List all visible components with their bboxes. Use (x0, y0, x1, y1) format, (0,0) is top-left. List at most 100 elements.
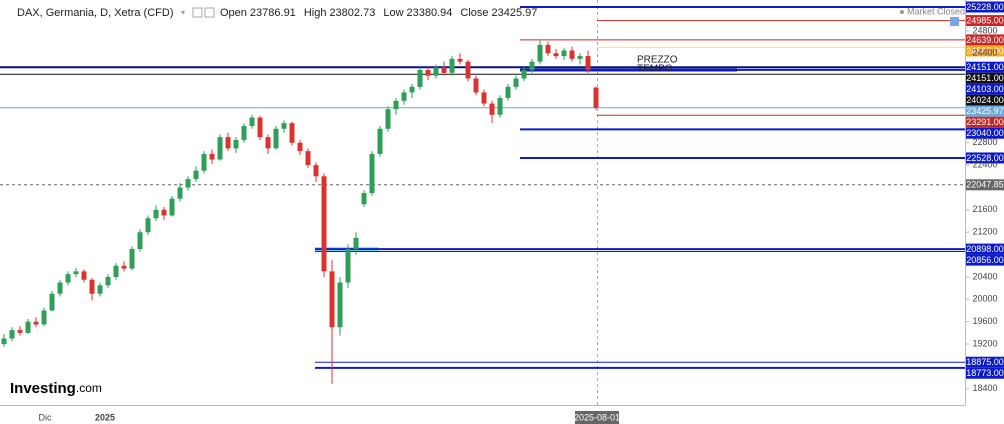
level-label-box (966, 367, 1004, 379)
y-tick-label: 24800 (972, 25, 997, 35)
candle-body (545, 44, 551, 54)
candle-body (265, 137, 271, 149)
candle-body (209, 153, 215, 160)
candle-body (393, 100, 399, 110)
level-label: 20898.00 (966, 244, 1004, 254)
candle-body (593, 87, 599, 108)
level-label: 24151.00 (966, 62, 1004, 72)
candle-body (329, 271, 335, 328)
candle-body (401, 92, 407, 101)
candle-body (9, 330, 15, 339)
y-tick-label: 20400 (972, 271, 997, 281)
level-label-box (966, 254, 1004, 266)
y-tick-label: 18400 (972, 383, 997, 393)
annotation: TEMPO (637, 64, 673, 75)
header-label: Low (383, 7, 403, 19)
chart-title: DAX, Germania, D, Xetra (CFD) (17, 7, 173, 19)
candle-body (505, 86, 511, 99)
level-label-box (966, 105, 1004, 117)
x-label: Dic (39, 412, 52, 422)
candle-body (361, 193, 367, 205)
candle-body (377, 128, 383, 154)
level-label: 24507.00 (966, 46, 1004, 56)
candle-body (257, 117, 263, 138)
candle-body (185, 179, 191, 188)
candle-body (289, 123, 295, 143)
header-value: 23786.91 (250, 7, 296, 19)
icon[interactable] (192, 7, 203, 18)
candle-body (585, 56, 591, 71)
level-label: 22047.85 (966, 180, 1004, 190)
candle-body (273, 128, 279, 149)
candle-body (17, 330, 23, 333)
candle-body (177, 187, 183, 199)
icon[interactable] (204, 7, 215, 18)
candle-body (41, 310, 47, 325)
level-label: 18773.00 (966, 368, 1004, 378)
y-tick-label: 19200 (972, 338, 997, 348)
candle-body (321, 176, 327, 272)
candle-body (33, 321, 39, 325)
candle-body (73, 271, 79, 275)
candle-body (89, 279, 95, 294)
candle-body (145, 218, 151, 233)
level-label-box (966, 152, 1004, 164)
header-label: High (304, 7, 327, 19)
header-value: 23425.97 (492, 7, 538, 19)
candle-body (25, 321, 31, 333)
level-label-box (966, 127, 1004, 139)
level-label-box (966, 83, 1004, 95)
y-tick-label: 22800 (972, 137, 997, 147)
candle-body (153, 209, 159, 219)
candle-body (569, 50, 575, 59)
candle-body (553, 53, 559, 57)
candle-body (169, 198, 175, 216)
candle-body (1, 338, 7, 345)
level-label-box (966, 1, 1004, 13)
candle-body (521, 70, 527, 79)
level-label-box (966, 45, 1004, 57)
candle-body (281, 123, 287, 129)
level-label: 20856.00 (966, 255, 1004, 265)
candle-body (353, 237, 359, 249)
candle-body (425, 70, 431, 76)
level-label: 24024.00 (966, 95, 1004, 105)
candle-body (81, 271, 87, 280)
candle-body (241, 125, 247, 140)
candle-body (369, 153, 375, 194)
candle-body (225, 137, 231, 149)
brand-suffix: .com (76, 381, 102, 395)
candle-body (577, 56, 583, 59)
candle-body (449, 58, 455, 73)
candle-body (57, 282, 63, 294)
candle-body (49, 293, 55, 311)
y-tick-label: 24400 (972, 48, 997, 58)
candle-body (497, 98, 503, 115)
candle-body (409, 86, 415, 93)
brand-name: Investing (10, 380, 76, 397)
candle-body (297, 142, 303, 152)
x-label-box (575, 411, 619, 424)
candle-body (473, 78, 479, 93)
level-label-box (966, 34, 1004, 46)
candle-body (417, 70, 423, 87)
candle-body (513, 78, 519, 87)
candle-body (121, 265, 127, 269)
level-label: 22528.00 (966, 153, 1004, 163)
candle-body (193, 170, 199, 180)
x-label: 2025 (95, 412, 115, 422)
annotation: PREZZO (637, 55, 678, 66)
level-label: 23291.00 (966, 117, 1004, 127)
info-icon[interactable] (950, 17, 959, 26)
level-label-box (966, 61, 1004, 73)
level-label: 24103.00 (966, 84, 1004, 94)
level-label: 24985.00 (966, 15, 1004, 25)
header-label: Close (460, 7, 488, 19)
level-label-box (966, 116, 1004, 128)
dropdown-icon[interactable]: ▾ (181, 8, 185, 17)
candle-body (113, 265, 119, 277)
candle-body (201, 153, 207, 171)
candle-body (129, 248, 135, 269)
y-tick-label: 21200 (972, 227, 997, 237)
